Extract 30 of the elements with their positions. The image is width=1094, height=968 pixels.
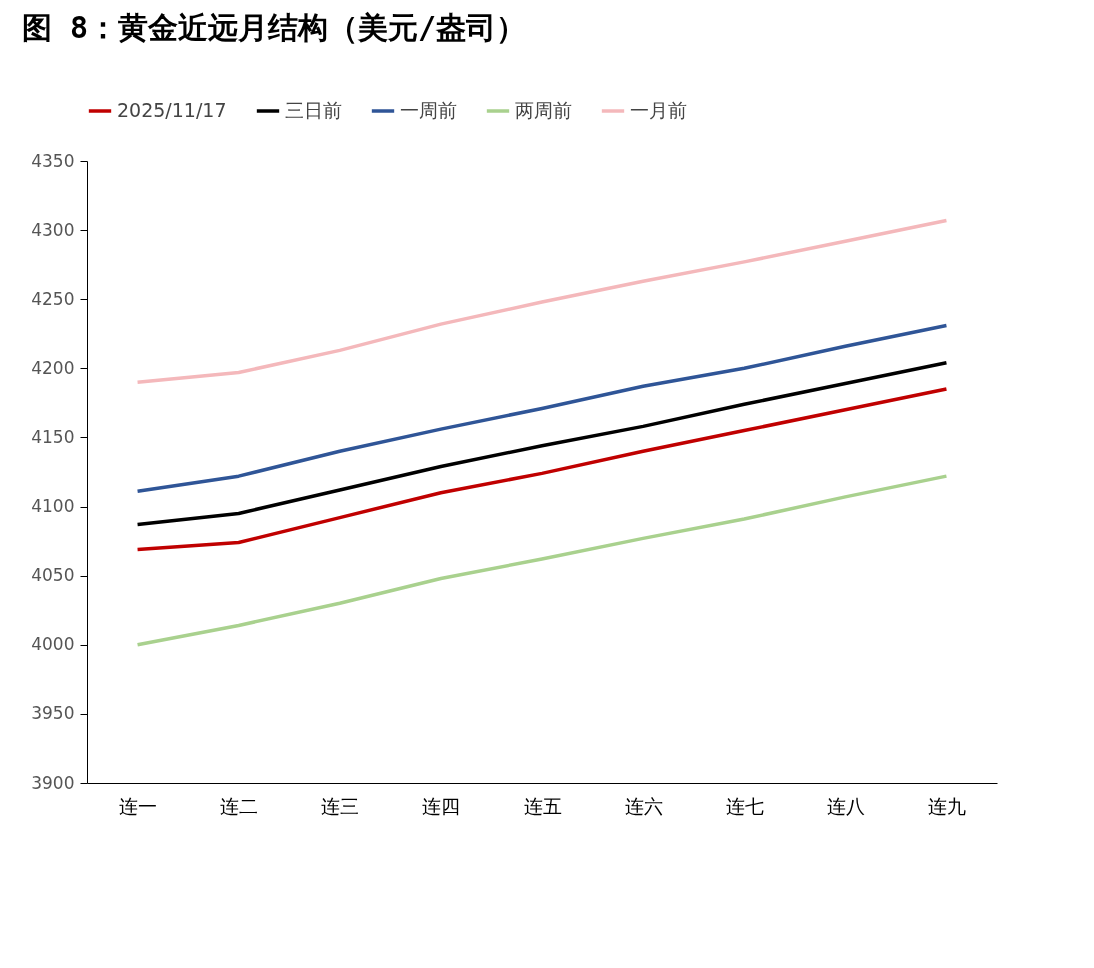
- y-tick-label: 4350: [31, 150, 75, 171]
- line-series: [135, 218, 949, 384]
- line-series: [135, 474, 949, 647]
- x-tick-label: 连五: [523, 794, 562, 817]
- y-tick-label: 4150: [31, 426, 75, 447]
- x-tick-label: 连三: [321, 794, 360, 817]
- y-tick-label: 4000: [31, 634, 75, 655]
- x-tick-label: 连四: [422, 794, 461, 817]
- y-tick-label: 4250: [31, 288, 75, 309]
- legend-label: 2025/11/17: [117, 99, 227, 121]
- legend-label: 一周前: [400, 99, 457, 121]
- y-tick-label: 3950: [31, 703, 75, 724]
- y-tick-label: 4200: [31, 357, 75, 378]
- y-tick-label: 4050: [31, 565, 75, 586]
- x-tick-label: 连二: [220, 794, 259, 817]
- legend-label: 两周前: [515, 99, 572, 121]
- x-tick-label: 连一: [119, 794, 158, 817]
- x-tick-label: 连九: [927, 794, 966, 817]
- x-tick-label: 连七: [725, 794, 764, 817]
- y-tick-label: 3900: [31, 772, 75, 793]
- line-series: [135, 323, 949, 494]
- x-tick-label: 连八: [826, 794, 865, 817]
- y-tick-label: 4100: [31, 496, 75, 517]
- x-tick-label: 连六: [624, 794, 663, 817]
- y-tick-label: 4300: [31, 219, 75, 240]
- legend-label: 一月前: [630, 99, 687, 121]
- line-series: [135, 387, 949, 552]
- line-series: [135, 361, 949, 527]
- legend-label: 三日前: [285, 99, 342, 121]
- chart-title: 图 8：黄金近远月结构（美元/盎司）: [22, 9, 528, 47]
